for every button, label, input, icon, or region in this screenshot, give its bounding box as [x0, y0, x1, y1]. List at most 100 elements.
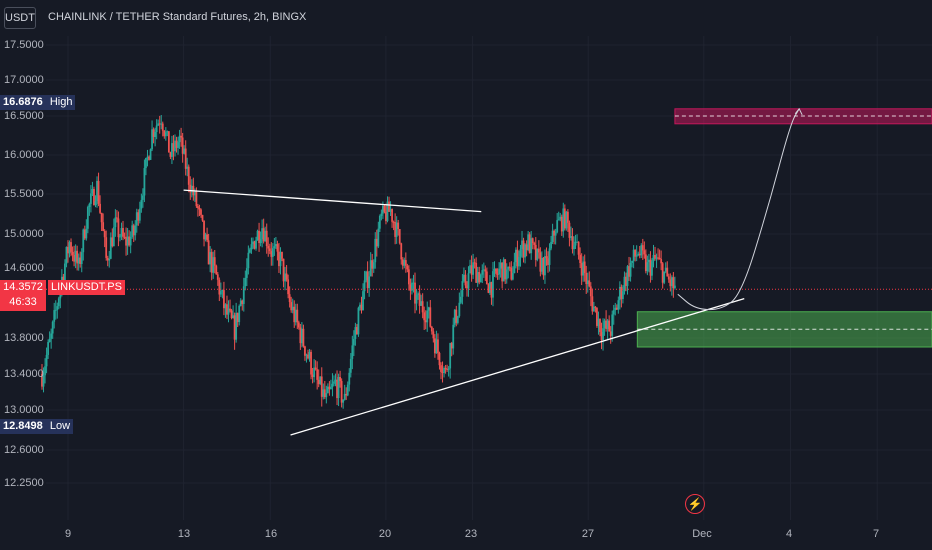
- candle-body: [212, 257, 215, 273]
- candle-body: [149, 149, 152, 160]
- candle-body: [57, 298, 60, 307]
- candle-body: [421, 301, 424, 313]
- candle-body: [148, 156, 150, 160]
- candle-body: [388, 201, 390, 212]
- price-tick: 16.5000: [4, 110, 44, 122]
- candle-body: [129, 236, 132, 246]
- candle-body: [643, 250, 646, 255]
- candle-body: [73, 254, 75, 262]
- candle-body: [557, 219, 560, 221]
- candle-body: [218, 279, 221, 295]
- low-price-badge: 12.8498 Low: [0, 419, 74, 434]
- candle-body: [504, 259, 507, 280]
- candle-body: [429, 307, 432, 327]
- candle-body: [245, 268, 248, 278]
- candle-body: [641, 245, 644, 251]
- candle-body: [618, 286, 621, 301]
- candle-body: [62, 276, 65, 282]
- candle-body: [669, 279, 672, 287]
- candle-body: [64, 263, 66, 282]
- candle-body: [476, 272, 479, 283]
- candle-body: [551, 230, 554, 242]
- candle-body: [203, 220, 205, 240]
- candle-body: [316, 369, 319, 380]
- candle-body: [167, 131, 170, 153]
- candle-body: [330, 387, 332, 390]
- candle-body: [568, 222, 571, 238]
- candle-body: [278, 251, 280, 267]
- candle-body: [484, 269, 487, 272]
- candle-body: [82, 229, 85, 253]
- candle-body: [137, 212, 140, 221]
- candle-body: [625, 276, 627, 286]
- candle-body: [349, 358, 352, 373]
- candle-body: [623, 276, 626, 292]
- candle-body: [447, 368, 450, 370]
- candle-body: [230, 310, 233, 319]
- candle-body: [313, 367, 316, 378]
- candle-body: [432, 331, 435, 339]
- candle-body: [626, 266, 629, 286]
- candle-body: [622, 291, 624, 299]
- candle-body: [456, 316, 459, 323]
- candle-body: [602, 328, 604, 341]
- candle-body: [380, 213, 383, 216]
- candle-body: [79, 257, 82, 265]
- candle-body: [392, 221, 395, 223]
- candle-body: [97, 180, 100, 204]
- candle-body: [160, 123, 163, 125]
- candle-body: [112, 227, 115, 247]
- candle-body: [473, 262, 476, 264]
- candle-body: [524, 244, 526, 258]
- candle-body: [352, 338, 355, 346]
- candle-body: [519, 249, 522, 257]
- candle-body: [507, 266, 510, 270]
- candle-body: [424, 320, 427, 323]
- candle-body: [155, 125, 158, 133]
- flash-icon[interactable]: ⚡: [685, 494, 705, 514]
- candle-body: [326, 386, 329, 394]
- date-tick: 20: [378, 528, 392, 540]
- candle-body: [389, 209, 392, 212]
- candle-body: [134, 225, 137, 236]
- candle-body: [490, 282, 493, 298]
- candle-body: [655, 257, 658, 259]
- candle-body: [48, 338, 51, 343]
- chart-title: CHAINLINK / TETHER Standard Futures, 2h,…: [48, 11, 307, 23]
- candle-body: [171, 143, 173, 157]
- price-tick: 13.8000: [4, 332, 44, 344]
- candle-body: [143, 168, 146, 196]
- candle-body: [281, 251, 283, 259]
- candle-body: [617, 300, 620, 310]
- currency-button[interactable]: USDT: [4, 7, 36, 29]
- low-price-label: Low: [49, 420, 71, 432]
- candle-body: [466, 285, 468, 289]
- chart-header: USDT CHAINLINK / TETHER Standard Futures…: [0, 0, 932, 36]
- candle-body: [496, 273, 499, 275]
- candle-body: [463, 274, 465, 282]
- candle-body: [317, 379, 320, 384]
- candle-body: [510, 267, 513, 280]
- candle-body: [169, 152, 172, 157]
- candle-body: [649, 259, 652, 276]
- candle-body: [565, 211, 568, 229]
- candle-body: [360, 304, 363, 311]
- candle-body: [478, 272, 481, 283]
- candle-body: [467, 273, 470, 289]
- candle-body: [492, 271, 494, 298]
- candle-body: [554, 232, 557, 236]
- candle-body: [77, 257, 80, 264]
- candle-body: [85, 228, 88, 239]
- candle-body: [195, 191, 198, 207]
- candle-body: [547, 258, 549, 265]
- candle-body: [241, 300, 244, 304]
- candle-body: [437, 339, 439, 353]
- high-price-badge: 16.6876 High: [0, 95, 76, 110]
- candle-body: [394, 222, 397, 237]
- candle-body: [264, 230, 267, 242]
- price-tick: 17.0000: [4, 74, 44, 86]
- candle-body: [276, 244, 279, 252]
- candle-body: [635, 255, 638, 257]
